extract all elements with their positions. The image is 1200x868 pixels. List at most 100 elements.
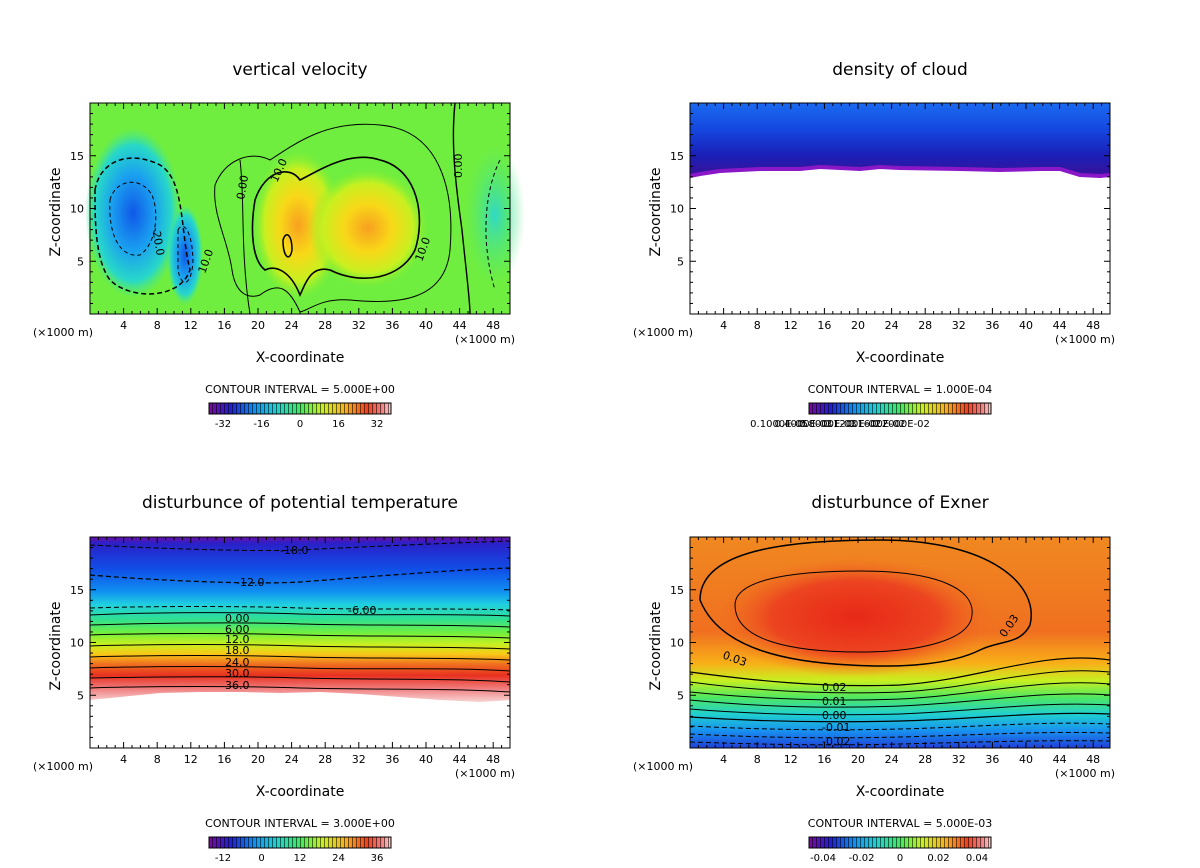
x-tick-label: 40 <box>419 319 433 332</box>
panel-title: density of cloud <box>832 60 968 80</box>
x-tick-label: 48 <box>1086 319 1100 332</box>
x-unit-label-left: (×1000 m) <box>33 326 93 339</box>
x-tick-label: 32 <box>952 753 966 766</box>
contour-line <box>689 693 1111 708</box>
contour-line <box>689 712 1111 723</box>
x-tick-label: 28 <box>318 753 332 766</box>
x-tick-label: 36 <box>985 319 999 332</box>
x-tick-label: 20 <box>251 319 265 332</box>
colorbar-bands <box>209 837 391 848</box>
x-tick-label: 44 <box>453 753 467 766</box>
contour-line <box>689 740 1111 746</box>
plot-area: 0.03 0.03 0.02 0.01 0.00 -0.01 -0.02 <box>689 536 1111 749</box>
x-tick-label: 24 <box>285 319 299 332</box>
x-tick-label: 20 <box>851 753 865 766</box>
contour-line <box>109 181 157 256</box>
contour-line <box>89 622 511 628</box>
x-tick-label: 4 <box>720 753 727 766</box>
contour-label: -0.02 <box>822 735 850 748</box>
colorbar-tick-label: 24 <box>332 853 345 864</box>
colorbar-tick-label: 0 <box>897 853 903 864</box>
x-tick-label: 48 <box>486 753 500 766</box>
colorbar: -0.04 -0.02 0 0.02 0.04 <box>808 836 992 864</box>
plot-area: -20.0 10.0 0.00 10.0 0.00 10.0 <box>85 102 525 315</box>
x-tick-label: 48 <box>1086 753 1100 766</box>
colorbar-tick-label: -0.04 <box>810 853 836 864</box>
x-tick-label: 4 <box>120 753 127 766</box>
x-axis-label: X-coordinate <box>256 784 345 800</box>
x-axis-label: X-coordinate <box>856 784 945 800</box>
colorbar-bands <box>809 403 991 414</box>
x-tick-label: 16 <box>217 319 231 332</box>
contour-line <box>214 123 452 313</box>
colorbar: -32 -16 0 16 32 <box>208 402 392 430</box>
colorbar-frame <box>208 836 392 849</box>
cloud-region <box>690 103 1110 177</box>
contour-line <box>239 159 251 315</box>
contour-line <box>89 633 511 639</box>
contour-interval-label: CONTOUR INTERVAL = 5.000E-03 <box>808 817 992 830</box>
contour-label: 0.02 <box>822 681 847 694</box>
contour-label: 36.0 <box>225 679 250 692</box>
contour-line <box>89 644 511 650</box>
y-tick-label: 15 <box>70 584 84 597</box>
y-tick-label: 15 <box>670 150 684 163</box>
plot-area: -18.0 -12.0 -6.00 0.00 6.00 12.0 18.0 24… <box>89 536 511 749</box>
y-tick-label: 10 <box>670 203 684 216</box>
x-unit-label-right: (×1000 m) <box>455 767 515 780</box>
x-tick-label: 28 <box>918 319 932 332</box>
x-tick-label: 48 <box>486 319 500 332</box>
y-tick-label: 15 <box>670 584 684 597</box>
contour-line <box>282 234 293 258</box>
contour-line <box>89 606 511 611</box>
contour-line <box>89 655 511 661</box>
x-tick-label: 8 <box>154 753 161 766</box>
exner-max-region <box>715 557 995 677</box>
colorbar-tick-label: 36 <box>371 853 384 864</box>
y-tick-label: 10 <box>70 637 84 650</box>
colorbar-tick-label: 0.1600E-02 <box>848 419 906 430</box>
x-tick-label: 20 <box>251 753 265 766</box>
colorbar: -12 0 12 24 36 <box>208 836 392 864</box>
colorbar-tick-label: 0 <box>258 853 264 864</box>
x-tick-label: 44 <box>453 319 467 332</box>
panel-vertical-velocity: vertical velocity -20.0 10.0 0.00 10.0 0… <box>33 60 525 430</box>
x-unit-label-right: (×1000 m) <box>455 333 515 346</box>
panel-potential-temperature: disturbunce of potential temperature -18… <box>33 493 515 864</box>
contour-line <box>94 157 191 295</box>
contour-line <box>734 570 973 653</box>
x-tick-label: 40 <box>1019 319 1033 332</box>
y-tick-label: 5 <box>677 255 684 268</box>
colorbar-tick-label: 0.02 <box>927 853 949 864</box>
contour-label: 24.0 <box>225 656 250 669</box>
y-axis-label: Z-coordinate <box>48 601 64 690</box>
x-tick-label: 40 <box>1019 753 1033 766</box>
panel-title: vertical velocity <box>232 60 367 80</box>
y-tick-label: 5 <box>77 255 84 268</box>
x-tick-label: 12 <box>784 753 798 766</box>
panel-density-of-cloud: density of cloud 4 8 12 16 20 24 28 32 36 40 44 485… <box>633 60 1115 430</box>
colorbar-tick-label: 0.1200E-02 <box>823 419 881 430</box>
x-tick-label: 8 <box>754 319 761 332</box>
contour-line <box>452 102 471 315</box>
contour-label: 0.00 <box>234 174 251 200</box>
contour-label: 12.0 <box>225 633 250 646</box>
contour-line <box>89 567 511 584</box>
contour-label: -12.0 <box>236 576 264 589</box>
x-tick-label: 32 <box>352 319 366 332</box>
x-tick-label: 4 <box>120 319 127 332</box>
x-tick-label: 28 <box>318 319 332 332</box>
x-tick-label: 4 <box>720 319 727 332</box>
x-tick-label: 12 <box>184 753 198 766</box>
contour-label: 0.00 <box>225 612 250 625</box>
x-axis-label: X-coordinate <box>856 350 945 366</box>
y-axis-label: Z-coordinate <box>648 167 664 256</box>
colorbar-tick-label: 0.1000E-05 <box>750 419 808 430</box>
contour-label: 30.0 <box>225 667 250 680</box>
x-unit-label-right: (×1000 m) <box>1055 767 1115 780</box>
x-tick-label: 28 <box>918 753 932 766</box>
x-tick-label: 20 <box>851 319 865 332</box>
